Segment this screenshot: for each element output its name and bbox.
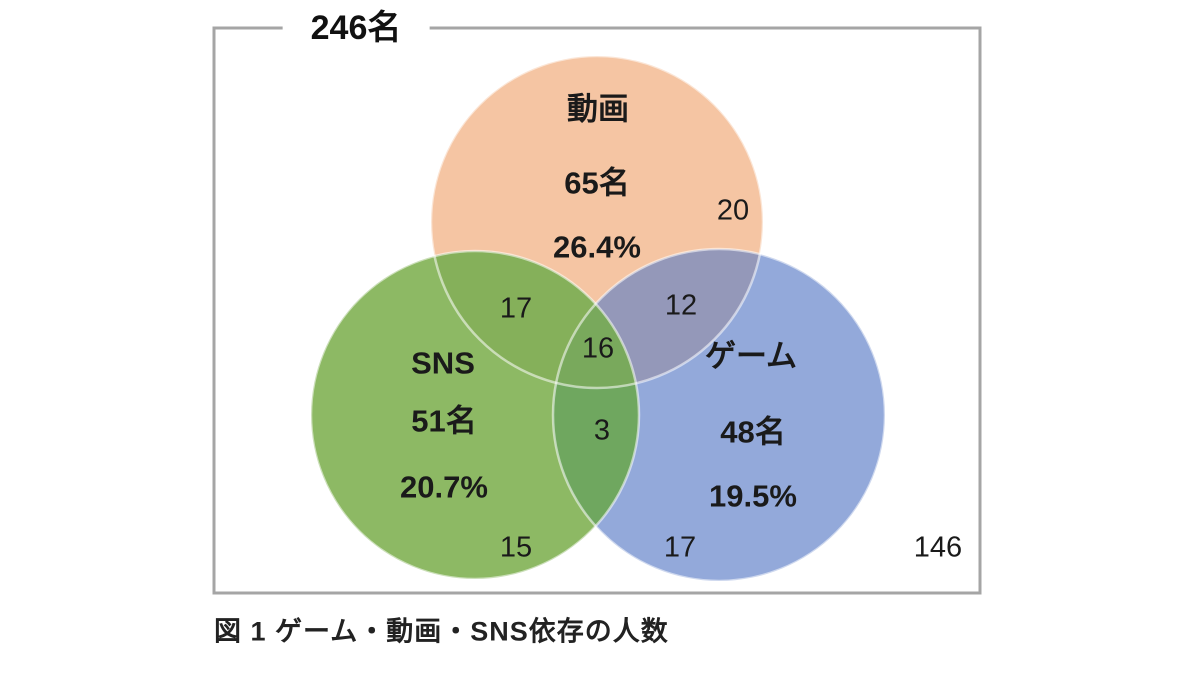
venn-outline-sns <box>309 249 641 581</box>
venn-region-douga-sns <box>431 251 639 388</box>
douga-count-label: 65名 <box>564 165 630 201</box>
game-only-value: 17 <box>663 531 697 564</box>
sns-count-label: 51名 <box>411 403 477 439</box>
game-count-label: 48名 <box>720 414 786 450</box>
venn-outline-douga <box>429 54 765 390</box>
venn-outline-game <box>551 247 887 583</box>
game-set-label: ゲーム <box>704 338 798 374</box>
douga-set-label: 動画 <box>567 91 629 127</box>
sns-set-label: SNS <box>411 345 475 381</box>
overlap-douga-sns-value: 17 <box>499 292 533 325</box>
figure-caption: 図 1 ゲーム・動画・SNS依存の人数 <box>214 616 669 647</box>
sns-percent-label: 20.7% <box>400 469 488 505</box>
game-percent-label: 19.5% <box>709 478 797 514</box>
overlap-sns-game-value: 3 <box>593 414 611 447</box>
total-count-label: 246名 <box>282 9 430 47</box>
sns-only-value: 15 <box>499 531 533 564</box>
douga-percent-label: 26.4% <box>553 229 641 265</box>
outside-count-value: 146 <box>913 531 963 564</box>
overlap-douga-game-value: 12 <box>664 289 698 322</box>
overlap-triple-value: 16 <box>581 332 615 365</box>
douga-only-value: 20 <box>716 194 750 227</box>
venn-region-douga-game <box>553 249 763 388</box>
